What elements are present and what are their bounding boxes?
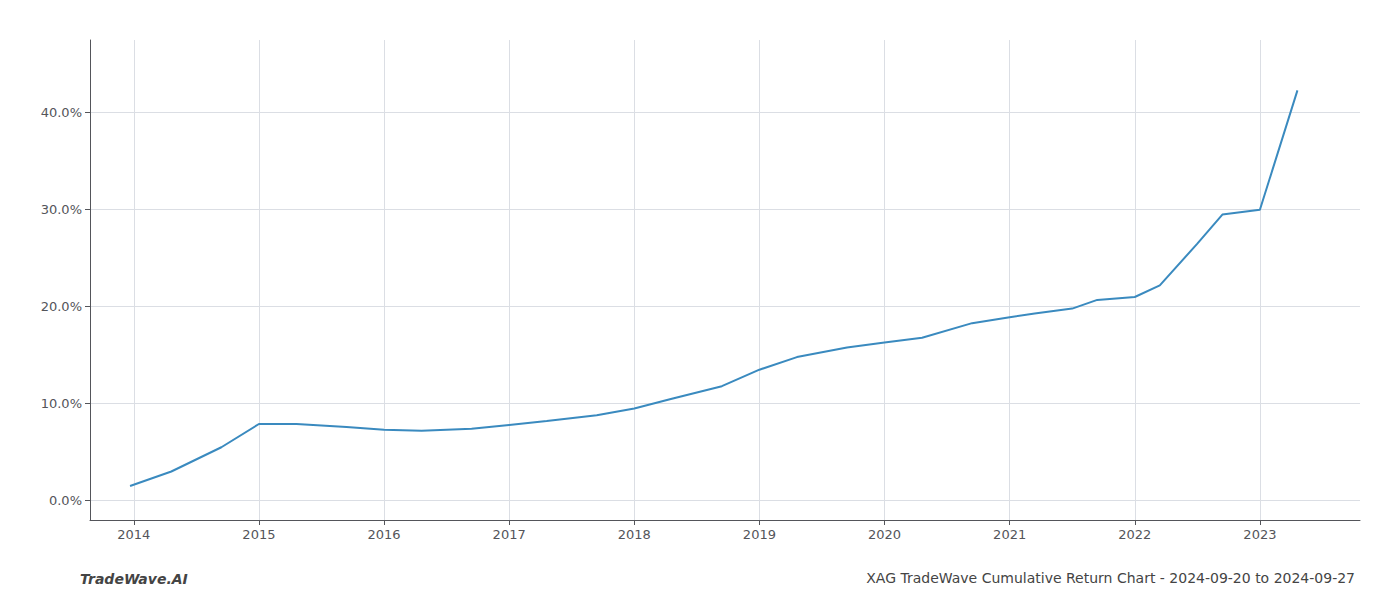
svg-text:20.0%: 20.0% [41,299,82,314]
svg-text:2020: 2020 [868,527,901,542]
svg-text:2017: 2017 [493,527,526,542]
svg-text:TradeWave.AI: TradeWave.AI [80,571,188,587]
svg-text:2018: 2018 [618,527,651,542]
svg-text:10.0%: 10.0% [41,396,82,411]
svg-text:30.0%: 30.0% [41,202,82,217]
svg-text:XAG TradeWave Cumulative Retur: XAG TradeWave Cumulative Return Chart - … [866,570,1355,586]
svg-text:2022: 2022 [1118,527,1151,542]
svg-text:2021: 2021 [993,527,1026,542]
svg-text:2019: 2019 [743,527,776,542]
svg-text:2016: 2016 [367,527,400,542]
svg-text:2015: 2015 [242,527,275,542]
svg-text:2023: 2023 [1243,527,1276,542]
svg-text:2014: 2014 [117,527,150,542]
svg-text:0.0%: 0.0% [49,493,82,508]
svg-text:40.0%: 40.0% [41,105,82,120]
